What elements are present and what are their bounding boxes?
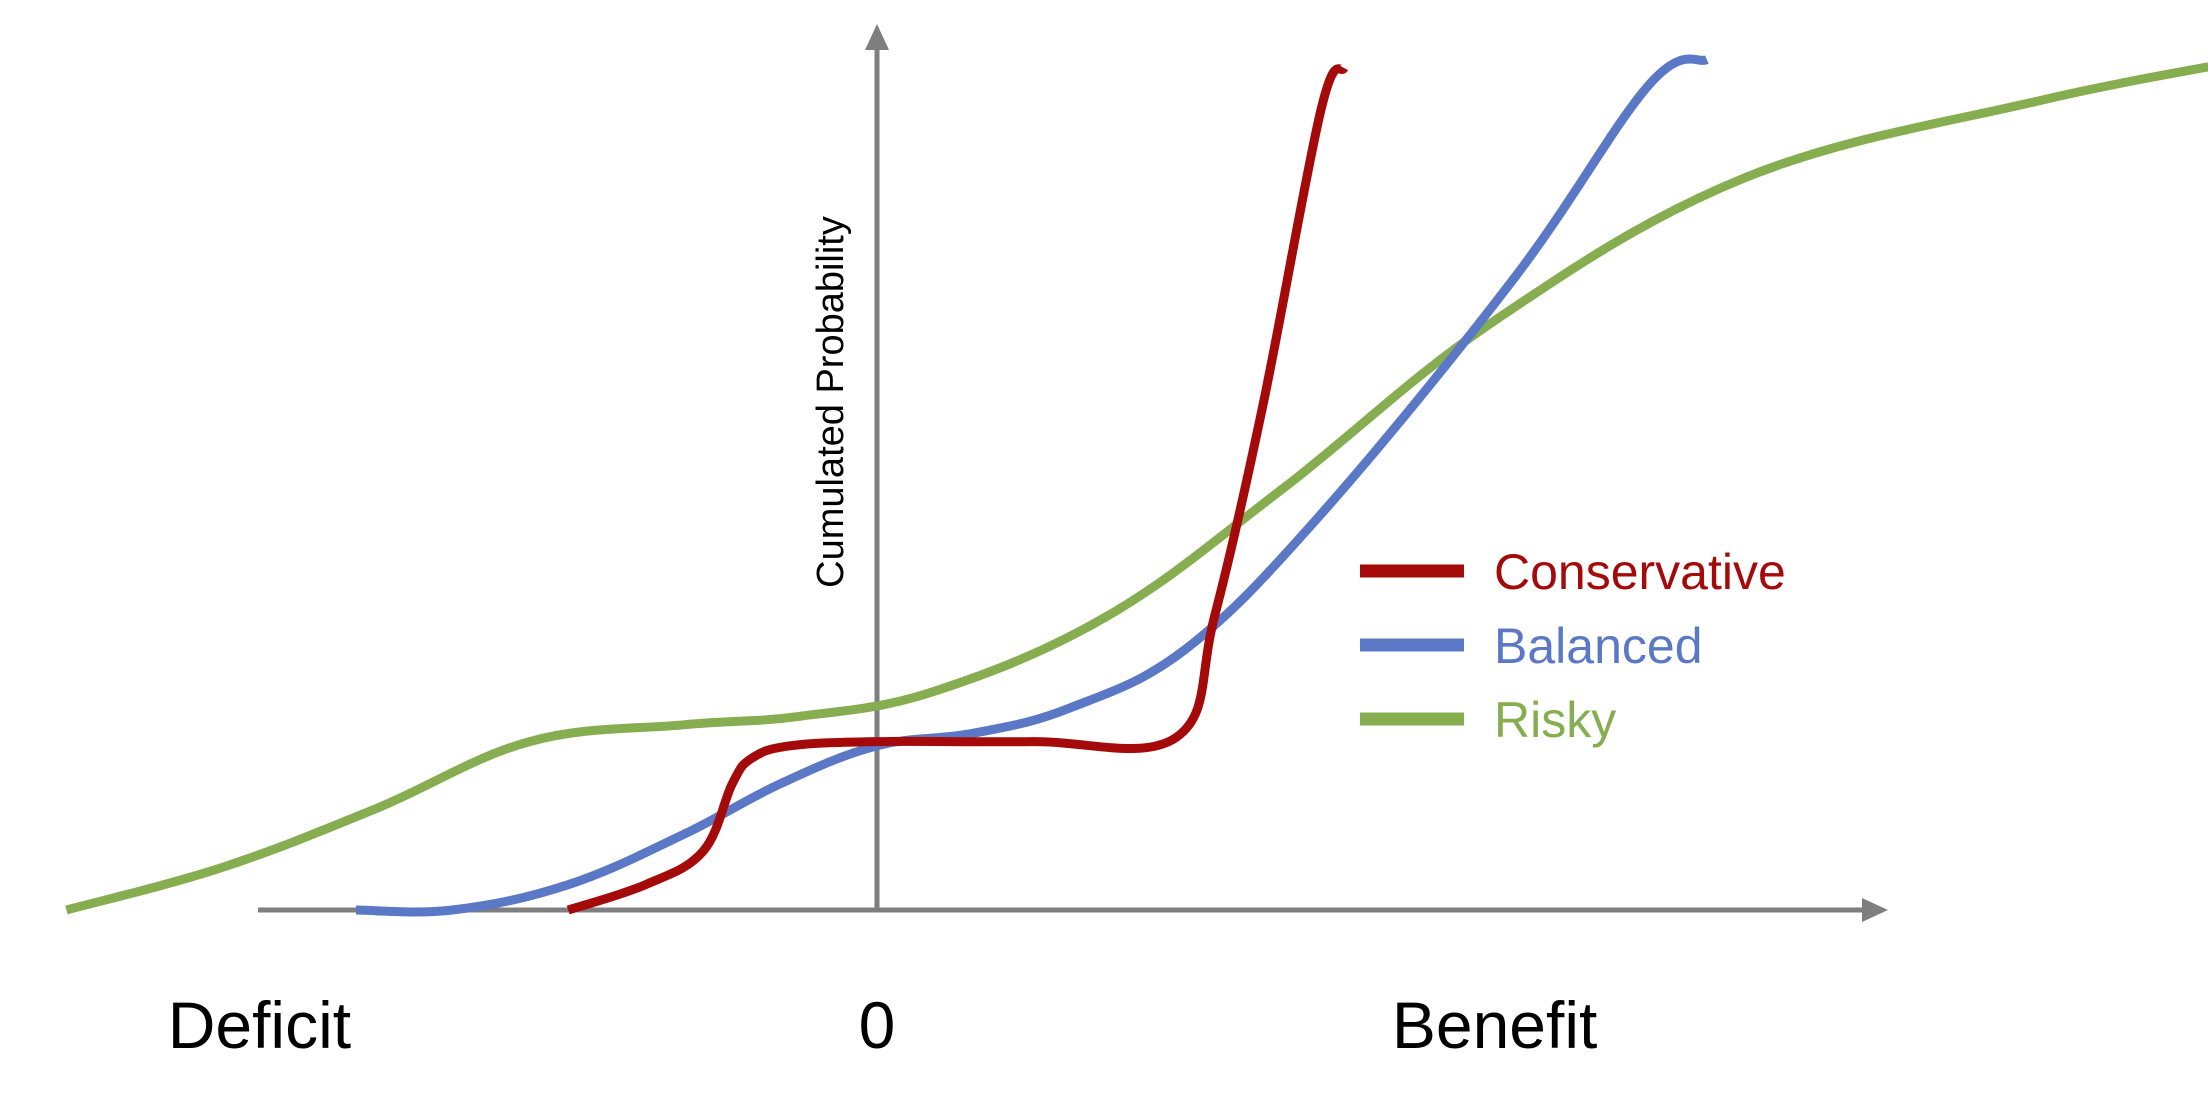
series-line-conservative <box>566 64 1349 915</box>
legend-label-conservative: Conservative <box>1494 544 1786 600</box>
x-axis-arrow <box>1862 898 1888 922</box>
legend: Conservative Balanced Risky <box>1360 544 1786 748</box>
legend-label-risky: Risky <box>1494 692 1616 748</box>
x-label-deficit: Deficit <box>168 988 351 1062</box>
y-axis-label: Cumulated Probability <box>810 216 852 588</box>
x-label-0: 0 <box>859 988 896 1062</box>
series-layer <box>65 54 2208 917</box>
series-line-risky <box>65 62 2208 915</box>
axes <box>258 24 1888 922</box>
legend-label-balanced: Balanced <box>1494 618 1703 674</box>
y-axis-arrow <box>865 24 889 50</box>
x-label-benefit: Benefit <box>1392 988 1597 1062</box>
series-line-balanced <box>355 54 1709 917</box>
